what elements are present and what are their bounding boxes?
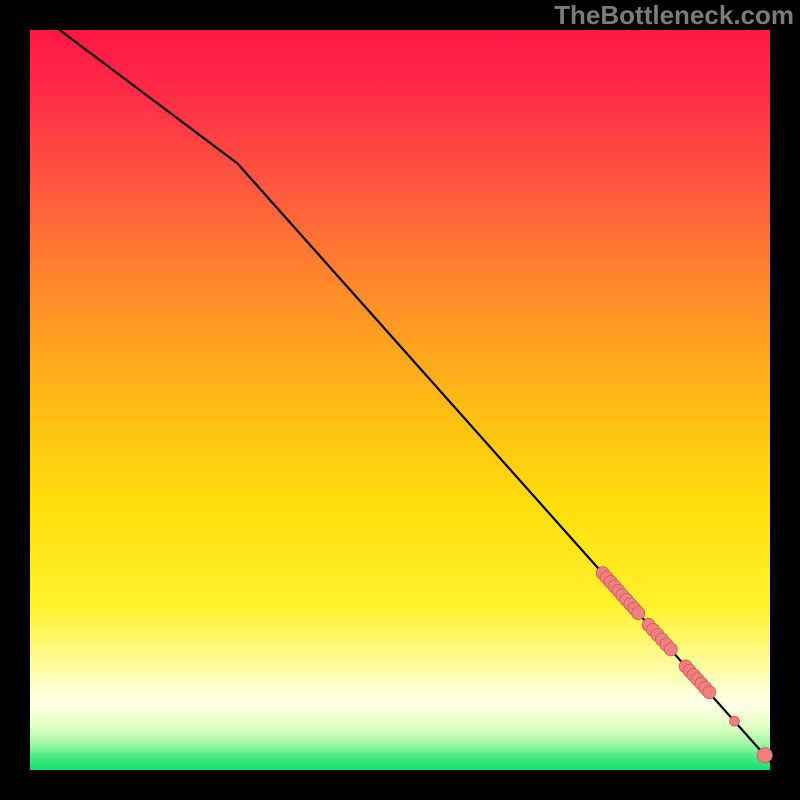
data-point <box>703 686 716 699</box>
chart-svg <box>0 0 800 800</box>
plot-background <box>30 30 770 770</box>
watermark-text: TheBottleneck.com <box>554 0 794 31</box>
data-point <box>632 607 645 620</box>
chart-stage: TheBottleneck.com <box>0 0 800 800</box>
data-point <box>757 748 772 763</box>
data-point <box>729 716 739 726</box>
data-point <box>664 643 677 656</box>
